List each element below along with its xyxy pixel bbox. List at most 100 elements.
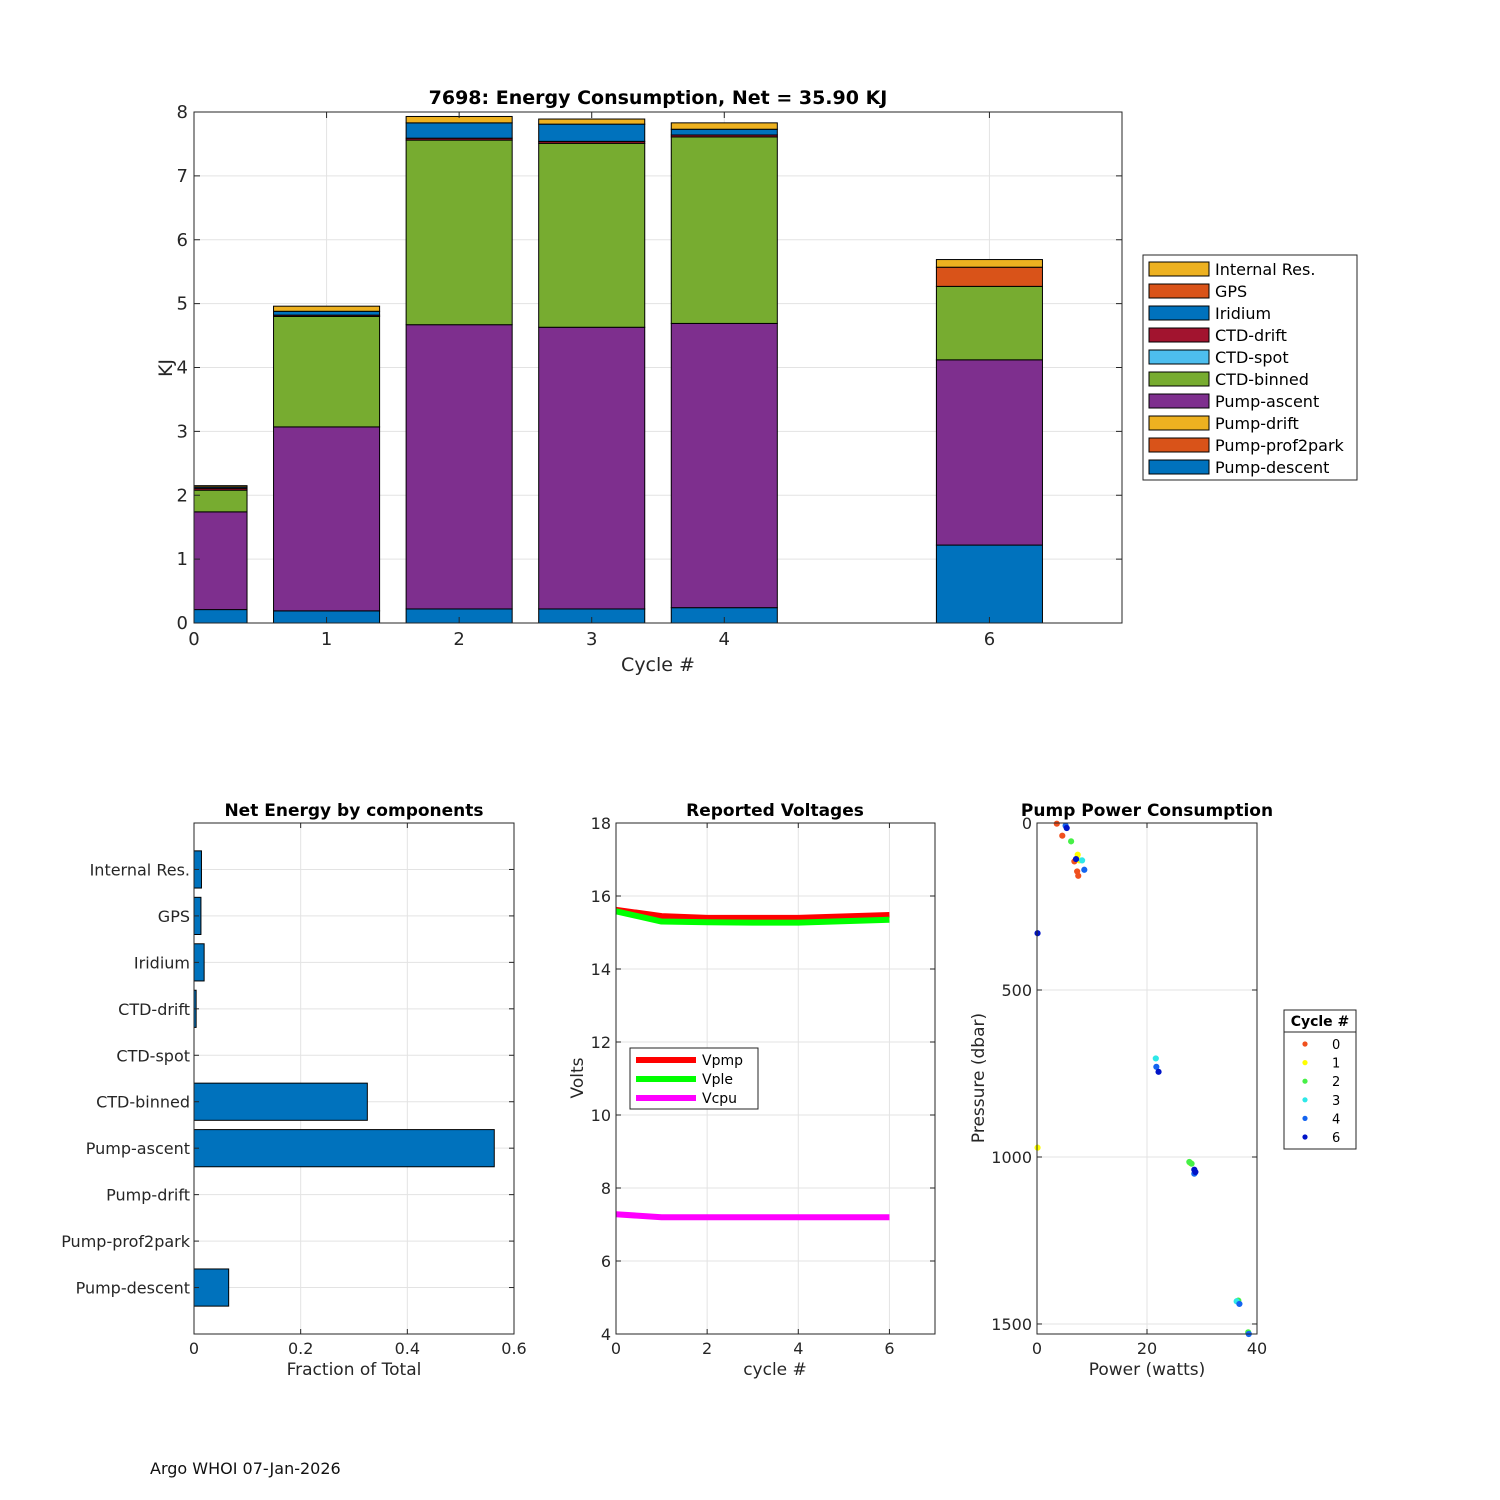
- p3-ytick-label: 18: [591, 814, 611, 833]
- p1-ytick-label: 2: [177, 485, 188, 506]
- p2-ytick-label: Pump-drift: [106, 1186, 190, 1205]
- p1-bar-segment: [538, 123, 646, 142]
- p2-ytick-label: CTD-binned: [96, 1093, 190, 1112]
- p1-xtick-label: 0: [188, 629, 199, 650]
- p4-ticks: 0 20 40 0 500 1000 1500: [991, 814, 1267, 1358]
- p4-xtick-label: 20: [1137, 1339, 1157, 1358]
- p1-legend-label: Internal Res.: [1215, 260, 1315, 279]
- p2-ytick-label: Internal Res.: [90, 860, 190, 879]
- p4-legend-title: Cycle #: [1291, 1014, 1350, 1030]
- p4-point-cycle-3: [1152, 1055, 1159, 1062]
- p1-legend-swatch: [1148, 437, 1210, 453]
- p4-ylabel: Pressure (dbar): [969, 1013, 989, 1143]
- p1-legend-label: Pump-drift: [1215, 414, 1299, 433]
- p2-ticks: 0 0.2 0.4 0.6 Internal Res. GPS Iridium CTD-dri…: [61, 823, 527, 1358]
- p4-ytick-label: 0: [1022, 814, 1032, 833]
- reported-voltages-chart: 0 2 4 6 4 6 8 10 12 14 16 18 Reported Voltages cycl…: [568, 801, 936, 1380]
- p1-legend-label: Iridium: [1215, 304, 1271, 323]
- p1-legend: Internal Res. GPS Iridium CTD-drift CTD-spot…: [1142, 254, 1358, 481]
- p3-ytick-label: 14: [591, 960, 611, 979]
- p1-bar-segment: [538, 326, 646, 610]
- p3-line-vpmp: [615, 906, 890, 921]
- p1-bar-segment: [935, 285, 1043, 361]
- p1-xtick-label: 2: [453, 629, 464, 650]
- p3-legend-label: Vpmp: [702, 1053, 743, 1069]
- p3-ytick-label: 10: [591, 1106, 611, 1125]
- p2-bar: [193, 1268, 230, 1307]
- p2-plot-bg: [194, 823, 514, 1334]
- p4-point-cycle-6: [1063, 824, 1070, 832]
- p1-bar-segment: [538, 118, 646, 125]
- p1-bar-segment: [273, 305, 381, 312]
- p2-ytick-label: Pump-prof2park: [61, 1232, 191, 1251]
- p1-bar-segment: [538, 142, 646, 328]
- p1-bar-segment: [273, 310, 381, 316]
- p1-ytick-label: 1: [177, 549, 188, 570]
- p2-xlabel: Fraction of Total: [287, 1360, 422, 1380]
- p1-bar-segment: [670, 322, 778, 609]
- p4-ytick-label: 1500: [991, 1315, 1032, 1334]
- p1-legend-label: Pump-descent: [1215, 458, 1329, 477]
- p4-grid: [1037, 823, 1257, 1334]
- p1-legend-swatch: [1148, 261, 1210, 277]
- p4-legend-marker: [1302, 1097, 1308, 1103]
- p3-axes-box: [615, 822, 936, 1335]
- p1-ytick-label: 3: [177, 421, 188, 442]
- p4-point-cycle-6: [1192, 1168, 1199, 1176]
- p1-ytick-label: 5: [177, 294, 188, 315]
- p1-legend-label: CTD-drift: [1215, 326, 1287, 345]
- p1-bar-segment: [670, 136, 778, 324]
- p4-xlabel: Power (watts): [1089, 1360, 1206, 1380]
- p2-ytick-label: CTD-spot: [116, 1046, 190, 1065]
- p2-xtick-label: 0.2: [288, 1339, 313, 1358]
- p2-ytick-label: Iridium: [134, 953, 190, 972]
- p3-ytick-label: 16: [591, 887, 611, 906]
- p1-bar-segment: [273, 426, 381, 612]
- p2-ytick-label: CTD-drift: [118, 1000, 190, 1019]
- p4-legend-label: 3: [1332, 1094, 1340, 1109]
- p3-legend-label: Vple: [702, 1072, 733, 1088]
- p1-xtick-label: 1: [321, 629, 332, 650]
- p1-legend-label: CTD-binned: [1215, 370, 1309, 389]
- p1-legend-swatch: [1148, 415, 1210, 431]
- p3-legend-label: Vcpu: [702, 1091, 737, 1107]
- energy-stacked-bar-chart: 0 1 2 3 4 6 0 1 2 3 4 5 6 7 8 7698: Energy Consumption…: [155, 87, 1358, 676]
- p4-point-cycle-0: [1059, 832, 1066, 839]
- p1-ytick-label: 4: [177, 358, 188, 379]
- p4-point-cycle-6: [1034, 930, 1041, 937]
- p3-xtick-label: 4: [793, 1339, 803, 1358]
- p3-ytick-label: 12: [591, 1033, 611, 1052]
- p3-xlabel: cycle #: [743, 1360, 807, 1380]
- p1-bar-segment: [670, 128, 778, 136]
- p1-legend-swatch: [1148, 327, 1210, 343]
- p1-xtick-label: 3: [586, 629, 597, 650]
- p4-legend-marker: [1302, 1134, 1308, 1140]
- p4-point-cycle-1: [1034, 1144, 1041, 1151]
- p3-ytick-label: 8: [601, 1179, 611, 1198]
- p1-ytick-label: 8: [177, 102, 188, 123]
- p4-xtick-label: 0: [1032, 1339, 1042, 1358]
- p1-legend-swatch: [1148, 459, 1210, 475]
- p1-bar-segment: [405, 139, 513, 326]
- p3-lines: [615, 906, 890, 1221]
- p2-bar: [193, 1082, 368, 1121]
- p4-point-cycle-2: [1188, 1160, 1195, 1167]
- p2-xtick-label: 0: [189, 1339, 199, 1358]
- p1-bar-segment: [273, 315, 381, 428]
- p4-point-cycle-0: [1053, 820, 1060, 827]
- p4-point-cycle-4: [1153, 1063, 1160, 1070]
- p2-ytick-label: GPS: [158, 907, 190, 926]
- p1-title: 7698: Energy Consumption, Net = 35.90 KJ: [429, 87, 888, 109]
- p4-point-cycle-4: [1081, 866, 1088, 873]
- p4-point-cycle-6: [1155, 1068, 1162, 1075]
- p1-bar-segment: [193, 485, 248, 488]
- p4-legend-marker: [1302, 1078, 1308, 1084]
- p1-bars: [193, 115, 1043, 624]
- p1-xtick-label: 6: [984, 629, 995, 650]
- p4-legend-box: [1283, 1009, 1357, 1150]
- p4-title: Pump Power Consumption: [1021, 801, 1273, 821]
- p1-legend-swatch: [1148, 371, 1210, 387]
- p3-title: Reported Voltages: [686, 801, 864, 821]
- p4-legend-label: 2: [1332, 1075, 1340, 1090]
- p1-legend-label: GPS: [1215, 282, 1247, 301]
